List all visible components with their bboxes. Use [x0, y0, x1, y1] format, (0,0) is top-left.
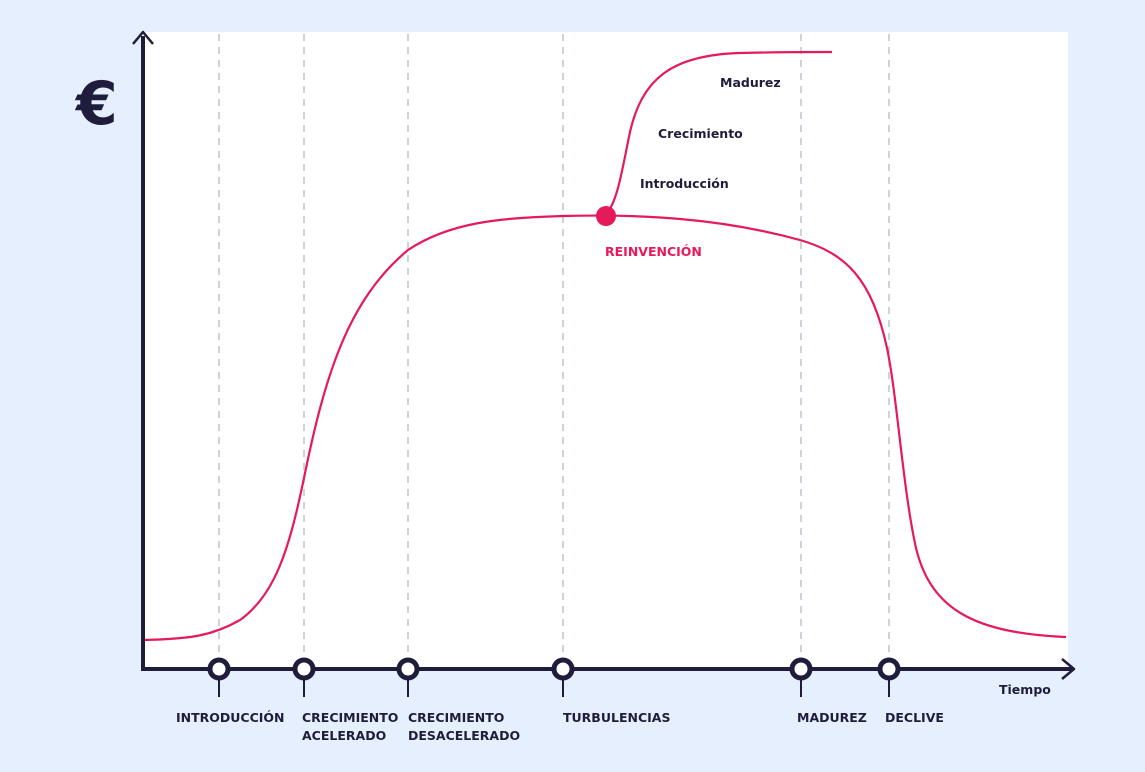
reinvention-label: REINVENCIÓN	[605, 244, 702, 259]
x-axis-label: Tiempo	[999, 682, 1051, 697]
phase-gridlines	[218, 34, 890, 665]
lifecycle-curve	[142, 214, 1067, 642]
milestone-markers	[207, 657, 901, 697]
phase-label-crecimiento-acelerado-line1: CRECIMIENTO	[302, 710, 398, 725]
milestone-marker-icon	[877, 657, 901, 697]
plot-area	[143, 32, 1068, 667]
milestone-marker-icon	[396, 657, 420, 697]
reinvention-sub-label-crecimiento: Crecimiento	[658, 126, 743, 141]
milestone-marker-icon	[551, 657, 575, 697]
y-axis-symbol: €	[74, 69, 118, 139]
phase-label-turbulencias: TURBULENCIAS	[563, 710, 670, 725]
phase-label-crecimiento-acelerado-line2: ACELERADO	[302, 728, 386, 743]
phase-label-introduccion: INTRODUCCIÓN	[176, 710, 285, 725]
milestone-marker-icon	[207, 657, 231, 697]
reinvention-curve	[605, 50, 833, 216]
milestone-marker-icon	[789, 657, 813, 697]
phase-label-declive: DECLIVE	[885, 710, 944, 725]
reinvention-point	[596, 206, 616, 226]
reinvention-sub-label-madurez: Madurez	[720, 75, 781, 90]
phase-label-crecimiento-desacelerado-line1: CRECIMIENTO	[408, 710, 504, 725]
y-axis-arrow-icon	[132, 30, 154, 45]
phase-label-madurez: MADUREZ	[797, 710, 867, 725]
x-axis-arrow-icon	[1061, 658, 1076, 680]
milestone-marker-icon	[292, 657, 316, 697]
reinvention-sub-label-introduccion: Introducción	[640, 176, 729, 191]
phase-label-crecimiento-desacelerado-line2: DESACELERADO	[408, 728, 520, 743]
